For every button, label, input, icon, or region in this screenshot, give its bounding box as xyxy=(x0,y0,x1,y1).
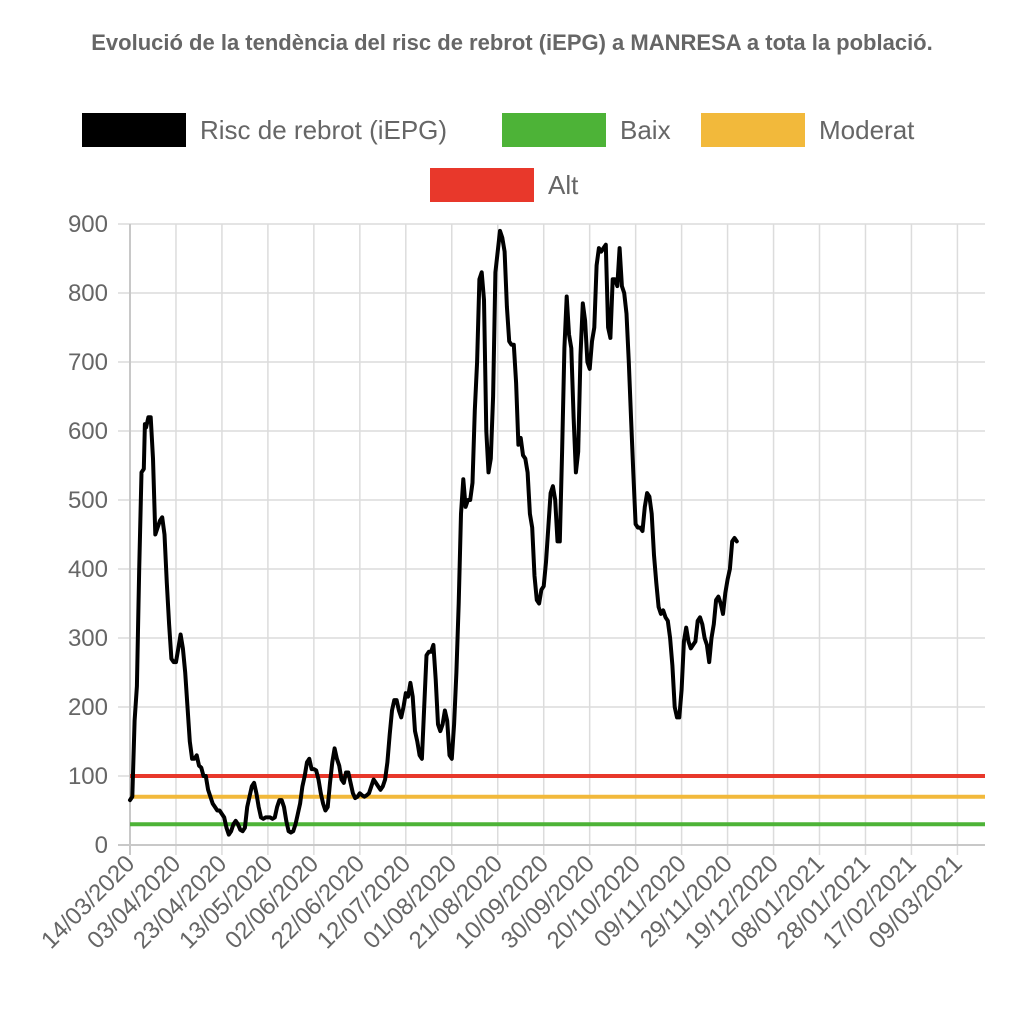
series-line-risc-de-rebrot xyxy=(128,228,739,837)
y-tick-label: 200 xyxy=(68,694,108,721)
y-tick-label: 500 xyxy=(68,487,108,514)
series-lines xyxy=(128,228,739,837)
y-tick-label: 100 xyxy=(68,763,108,790)
legend: Risc de rebrot (iEPG) Baix Moderat xyxy=(0,110,1024,150)
y-tick-label: 700 xyxy=(68,349,108,376)
y-tick-label: 900 xyxy=(68,211,108,238)
legend-swatch-alt xyxy=(430,168,534,202)
legend-label-risc: Risc de rebrot (iEPG) xyxy=(200,114,448,145)
x-axis: 14/03/202003/04/202023/04/202013/05/2020… xyxy=(36,850,967,954)
legend-label-baix: Baix xyxy=(620,114,671,145)
chart-title: Evolució de la tendència del risc de reb… xyxy=(91,30,933,55)
grid xyxy=(118,223,985,855)
legend-label-moderat: Moderat xyxy=(819,114,915,145)
y-tick-label: 300 xyxy=(68,625,108,652)
y-tick-label: 0 xyxy=(95,832,108,859)
legend-item-baix[interactable]: Baix xyxy=(502,110,671,150)
threshold-lines xyxy=(130,774,985,827)
legend-swatch-baix xyxy=(502,113,606,147)
legend-swatch-risc xyxy=(82,113,186,147)
y-axis: 0 100 200 300 400 500 600 700 800 900 xyxy=(68,211,108,859)
legend-item-moderat[interactable]: Moderat xyxy=(701,110,914,150)
legend-item-risc[interactable]: Risc de rebrot (iEPG) xyxy=(82,110,447,150)
y-tick-label: 600 xyxy=(68,418,108,445)
legend-label-alt: Alt xyxy=(548,169,579,200)
legend-item-alt[interactable]: Alt xyxy=(430,165,578,205)
legend-row-2: Alt xyxy=(0,165,1024,205)
legend-swatch-moderat xyxy=(701,113,805,147)
y-tick-label: 400 xyxy=(68,556,108,583)
y-tick-label: 800 xyxy=(68,280,108,307)
